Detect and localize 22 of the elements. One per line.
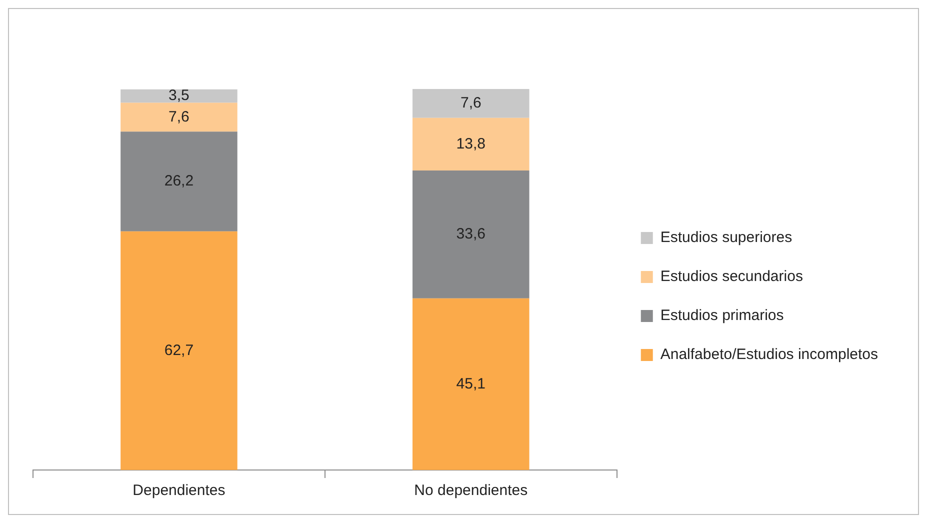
- data-label: 3,5: [168, 87, 190, 104]
- x-tick-label: No dependientes: [414, 482, 528, 500]
- bar: [412, 118, 530, 170]
- legend-label: Analfabeto/Estudios incompletos: [660, 346, 878, 364]
- data-label: 7,6: [460, 94, 482, 112]
- bar: [412, 170, 530, 298]
- data-label: 33,6: [456, 226, 486, 243]
- bar: [120, 102, 238, 132]
- data-label: 26,2: [164, 172, 194, 190]
- legend-label: Estudios primarios: [660, 307, 784, 324]
- data-label: 13,8: [456, 135, 486, 152]
- bar: [412, 89, 530, 118]
- legend-label: Estudios secundarios: [660, 268, 803, 286]
- data-label: 7,6: [168, 108, 190, 126]
- data-label: 62,7: [164, 342, 194, 359]
- bar: [412, 298, 530, 470]
- bar: [120, 231, 238, 470]
- legend-label: Estudios superiores: [660, 229, 792, 246]
- bar: [120, 89, 238, 103]
- bar: [120, 132, 238, 232]
- x-tick-label: Dependientes: [132, 482, 226, 500]
- data-label: 45,1: [456, 375, 486, 392]
